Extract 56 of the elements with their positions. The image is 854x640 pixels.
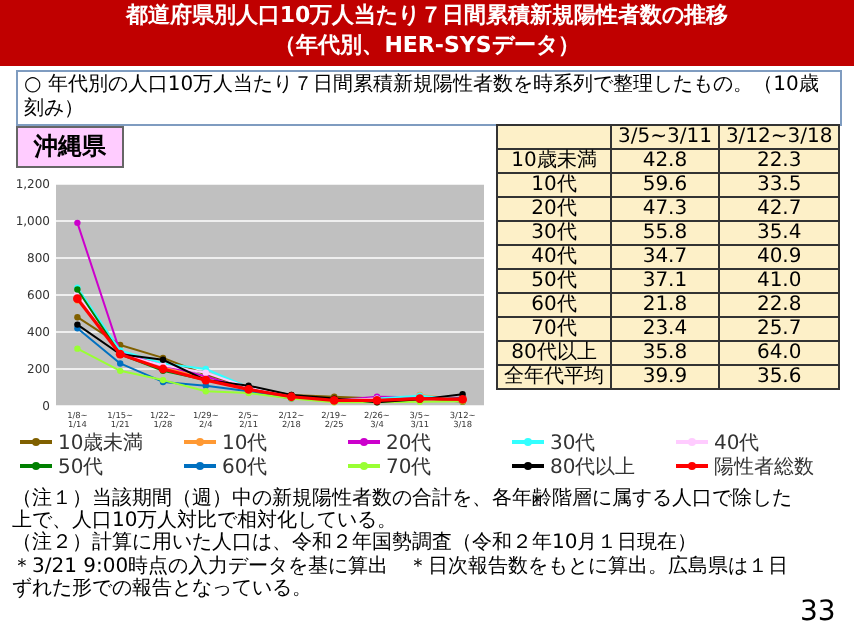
data-label: 34.7 xyxy=(611,245,719,269)
point xyxy=(117,360,124,367)
data-label: 37.1 xyxy=(611,269,719,293)
legend-label: 40代 xyxy=(714,433,760,455)
text: ○ 年代別の人口10万人当たり７日間累積新規陽性者数を時系列で整理したもの。（10歳刻み） xyxy=(16,70,842,126)
data-label: 35.6 xyxy=(718,365,840,389)
legend-label: 60代 xyxy=(222,457,268,479)
y-tick-label: 60代 xyxy=(497,293,611,317)
point xyxy=(74,219,81,227)
data-label: 22.8 xyxy=(718,293,840,317)
legend-label: 10代 xyxy=(222,433,268,455)
legend-label: 50代 xyxy=(58,457,104,479)
text: （注２）計算に用いた人口は、令和２年国勢調査（令和２年10月１日現在） xyxy=(12,532,700,554)
data-label: 64.0 xyxy=(718,341,840,365)
x-tick-label: 3/12~3/18 xyxy=(718,125,840,149)
data-label: 35.8 xyxy=(611,341,719,365)
y-tick-label: 10歳未満 xyxy=(497,149,611,173)
y-tick-label: 80代以上 xyxy=(497,341,611,365)
text: 33 xyxy=(800,596,836,628)
data-label: 40.9 xyxy=(718,245,840,269)
legend-label: 陽性者総数 xyxy=(714,455,814,479)
data-label: 55.8 xyxy=(611,221,719,245)
data-label: 33.5 xyxy=(718,173,840,197)
y-tick-label: 30代 xyxy=(497,221,611,245)
legend-label: 80代以上 xyxy=(550,455,636,479)
point xyxy=(74,345,81,352)
data-label: 21.8 xyxy=(611,293,719,317)
text: （注１）当該期間（週）中の新規陽性者数の合計を、各年齢階層に属する人口で除した上で、人口10万人対比で相対化している。 xyxy=(12,488,794,532)
data-label: 22.3 xyxy=(718,149,840,173)
data-label: 47.3 xyxy=(611,197,719,221)
data-label: 23.4 xyxy=(611,317,719,341)
y-tick-label: 20代 xyxy=(497,197,611,221)
y-tick-label: 全年代平均 xyxy=(497,365,611,389)
data-label: 42.7 xyxy=(718,197,840,221)
point xyxy=(202,388,209,395)
y-tick-label: 40代 xyxy=(497,245,611,269)
y-tick-label: 70代 xyxy=(497,317,611,341)
y-tick-label: 50代 xyxy=(497,269,611,293)
data-label: 25.7 xyxy=(718,317,840,341)
point xyxy=(74,314,81,321)
data-label: 41.0 xyxy=(718,269,840,293)
point xyxy=(117,367,124,375)
text: ＊3/21 9:00時点の入力データを基に算出 ＊日次報告数をもとに算出。広島県は１日ずれた形での報告となっている。 xyxy=(12,556,791,600)
data-label: 39.9 xyxy=(611,365,719,389)
data-label: 42.8 xyxy=(611,149,719,173)
chart-subtitle: （年代別、HER-SYSデータ） xyxy=(272,30,582,60)
legend-label: 70代 xyxy=(386,457,432,479)
data-label: 59.6 xyxy=(611,173,719,197)
chart-title: 都道府県別人口10万人当たり７日間累積新規陽性者数の推移 xyxy=(123,0,731,30)
legend-label: 30代 xyxy=(550,433,596,455)
legend-label: 10歳未満 xyxy=(58,431,144,455)
y-tick-label: 10代 xyxy=(497,173,611,197)
text: 沖縄県 xyxy=(16,126,124,168)
x-tick-label: 3/5~3/11 xyxy=(611,125,719,149)
legend-label: 20代 xyxy=(386,433,432,455)
data-label: 35.4 xyxy=(718,221,840,245)
